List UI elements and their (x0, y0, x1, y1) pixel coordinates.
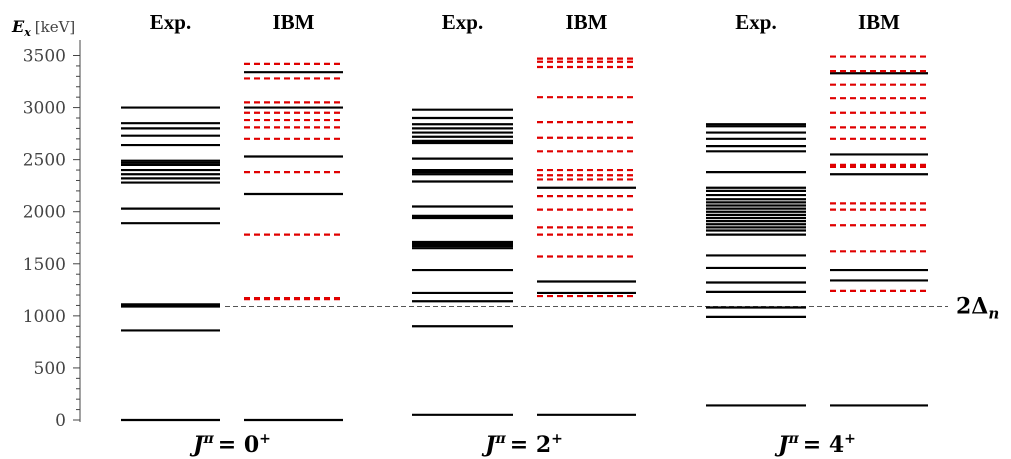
labels-group: Exp. IBM Jπ = 0+ Exp. IBM Jπ = 2+ Exp. IBM Jπ = 4+ (150, 10, 900, 458)
y-axis: 0 500 1000 1500 2000 2500 3000 3500 Ex [keV] (11, 17, 81, 431)
ibm-column-header: IBM (858, 10, 900, 34)
y-tick-label: 0 (55, 411, 66, 431)
spin-parity-label: Jπ = 0+ (189, 431, 271, 458)
y-tick-label: 3000 (23, 99, 66, 119)
exp-column-header: Exp. (442, 10, 483, 34)
spin-parity-label: Jπ = 2+ (481, 431, 563, 458)
y-tick-label: 500 (34, 359, 66, 379)
y-axis-title: Ex [keV] (11, 17, 75, 39)
exp-column-header: Exp. (150, 10, 191, 34)
levels-group (121, 55, 928, 422)
ibm-column-header: IBM (273, 10, 315, 34)
y-tick-label: 3500 (23, 47, 66, 67)
spin-parity-label: Jπ = 4+ (774, 431, 856, 458)
y-tick-label: 2000 (23, 203, 66, 223)
exp-column-header: Exp. (735, 10, 776, 34)
reference-line-group: 2Δn (225, 293, 999, 322)
y-tick-label: 2500 (23, 151, 66, 171)
reference-line-label: 2Δn (956, 293, 999, 322)
y-tick-label: 1000 (23, 307, 66, 327)
y-tick-label: 1500 (23, 255, 66, 275)
ibm-column-header: IBM (566, 10, 608, 34)
